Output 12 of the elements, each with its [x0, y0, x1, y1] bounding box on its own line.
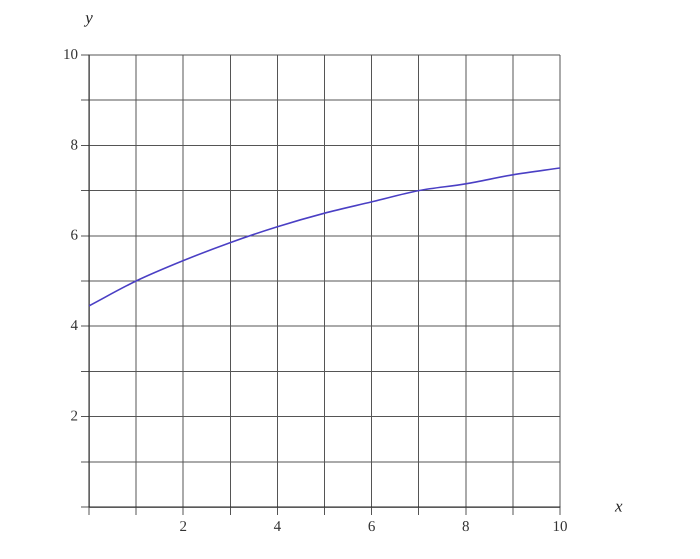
y-tick-label: 2: [70, 408, 78, 425]
y-axis-title: y: [83, 8, 94, 27]
x-axis-title: x: [614, 496, 623, 516]
x-tick-label: 4: [274, 518, 282, 535]
y-tick-label: 6: [70, 228, 78, 244]
x-tick-label: 8: [462, 518, 470, 535]
y-tick-label: 4: [70, 318, 78, 334]
x-tick-label: 6: [368, 518, 376, 535]
y-tick-label: 8: [70, 137, 78, 154]
y-tick-label: 10: [63, 46, 78, 63]
x-tick-label: 2: [179, 518, 187, 535]
x-tick-label: 10: [552, 518, 568, 535]
